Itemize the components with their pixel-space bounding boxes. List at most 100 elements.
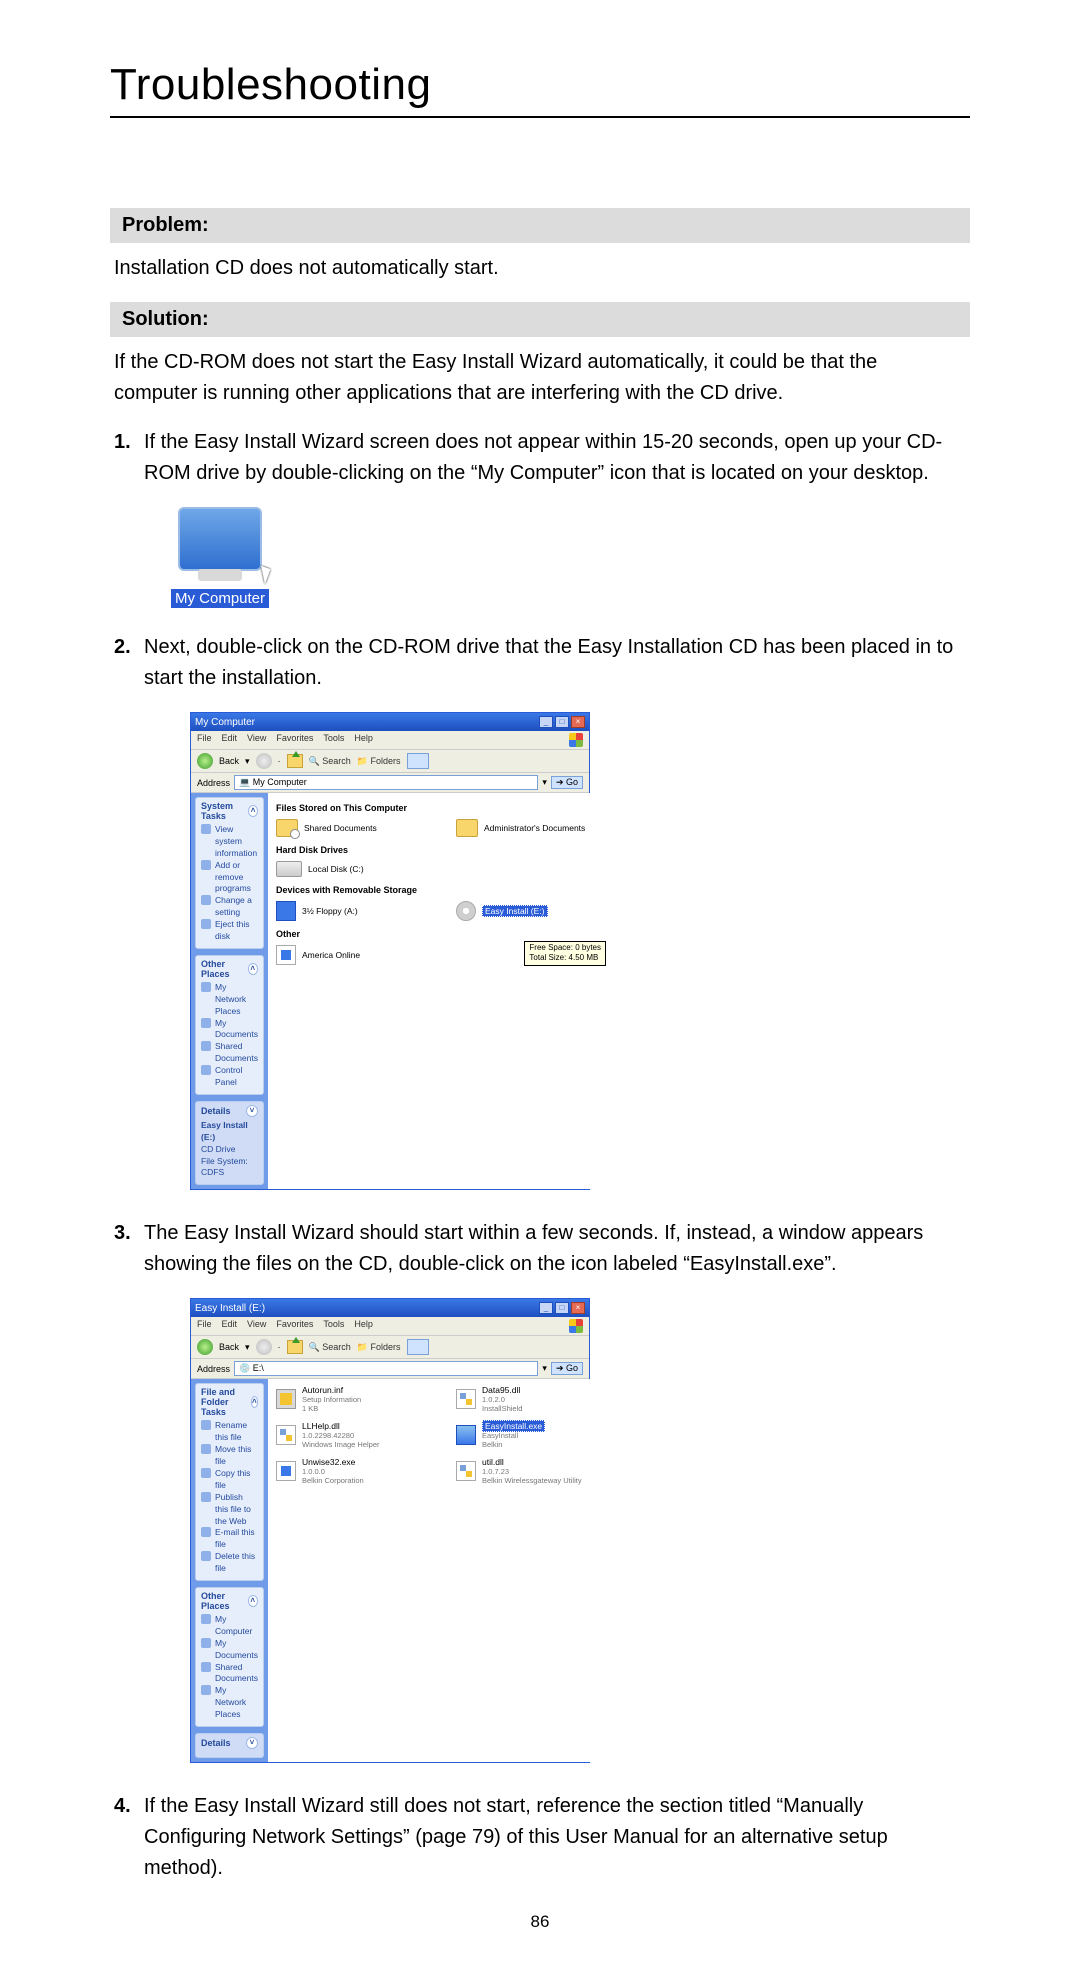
search-button[interactable]: 🔍 Search	[309, 756, 351, 767]
folder-item[interactable]: Administrator's Documents	[456, 819, 606, 837]
folders-button[interactable]: 📁 Folders	[357, 756, 401, 767]
file-item-easyinstall[interactable]: EasyInstall.exeEasyInstallBelkin	[456, 1421, 606, 1449]
other-item[interactable]: America Online	[276, 945, 426, 965]
app-icon	[276, 945, 296, 965]
titlebar: Easy Install (E:) _ □ ×	[191, 1299, 589, 1317]
views-button[interactable]	[407, 1339, 429, 1355]
problem-header: Problem:	[110, 208, 970, 243]
file-item[interactable]: Unwise32.exe1.0.0.0Belkin Corporation	[276, 1457, 426, 1485]
minimize-button[interactable]: _	[539, 716, 553, 728]
place-icon	[201, 1685, 211, 1695]
task-icon	[201, 860, 211, 870]
address-field[interactable]: 💻 My Computer	[234, 775, 538, 790]
menu-help[interactable]: Help	[354, 1319, 373, 1333]
address-bar: Address 💿 E:\ ▾ ➔ Go	[191, 1359, 589, 1379]
forward-icon[interactable]	[256, 753, 272, 769]
system-tasks-panel: System Tasks˄ View system information Ad…	[195, 797, 264, 949]
task-item[interactable]: E-mail this file	[201, 1527, 258, 1551]
views-button[interactable]	[407, 753, 429, 769]
drive-icon	[276, 861, 302, 877]
place-item[interactable]: My Computer	[201, 1614, 258, 1638]
place-icon	[201, 1662, 211, 1672]
menu-view[interactable]: View	[247, 733, 266, 747]
step-4-number: 4.	[114, 1791, 144, 1822]
folders-button[interactable]: 📁 Folders	[357, 1342, 401, 1353]
dll-icon	[456, 1389, 476, 1409]
address-field[interactable]: 💿 E:\	[234, 1361, 538, 1376]
task-item[interactable]: View system information	[201, 824, 258, 860]
cd-drive-item[interactable]: Easy Install (E:)	[456, 901, 606, 921]
back-icon[interactable]	[197, 753, 213, 769]
place-item[interactable]: My Documents	[201, 1018, 258, 1042]
toolbar: Back ▾ · 🔍 Search 📁 Folders	[191, 750, 589, 773]
menu-file[interactable]: File	[197, 1319, 212, 1333]
group-label: Devices with Removable Storage	[276, 885, 606, 895]
step-4: 4. If the Easy Install Wizard still does…	[114, 1791, 966, 1884]
file-item[interactable]: util.dll1.0.7.23Belkin Wirelessgateway U…	[456, 1457, 606, 1485]
chevron-up-icon[interactable]: ˄	[248, 1595, 258, 1607]
menu-favorites[interactable]: Favorites	[276, 733, 313, 747]
page-number: 86	[110, 1912, 970, 1932]
folder-item[interactable]: Shared Documents	[276, 819, 426, 837]
floppy-item[interactable]: 3½ Floppy (A:)	[276, 901, 426, 921]
place-item[interactable]: Shared Documents	[201, 1662, 258, 1686]
go-button[interactable]: ➔ Go	[551, 1362, 583, 1375]
task-item[interactable]: Copy this file	[201, 1468, 258, 1492]
chevron-down-icon[interactable]: ˅	[246, 1737, 258, 1749]
menu-tools[interactable]: Tools	[323, 733, 344, 747]
file-item[interactable]: Data95.dll1.0.2.0InstallShield	[456, 1385, 606, 1413]
menu-view[interactable]: View	[247, 1319, 266, 1333]
back-label[interactable]: Back	[219, 1342, 239, 1352]
place-item[interactable]: My Network Places	[201, 1685, 258, 1721]
task-icon	[201, 1551, 211, 1561]
menu-favorites[interactable]: Favorites	[276, 1319, 313, 1333]
step-3-text: The Easy Install Wizard should start wit…	[144, 1218, 966, 1280]
monitor-icon	[178, 507, 262, 571]
close-button[interactable]: ×	[571, 1302, 585, 1314]
menu-edit[interactable]: Edit	[222, 1319, 238, 1333]
maximize-button[interactable]: □	[555, 716, 569, 728]
step-2-number: 2.	[114, 632, 144, 663]
file-item[interactable]: Autorun.infSetup Information1 KB	[276, 1385, 426, 1413]
up-icon[interactable]	[287, 754, 303, 768]
details-item: CD Drive	[201, 1144, 258, 1156]
back-label[interactable]: Back	[219, 756, 239, 766]
task-item[interactable]: Eject this disk	[201, 919, 258, 943]
minimize-button[interactable]: _	[539, 1302, 553, 1314]
maximize-button[interactable]: □	[555, 1302, 569, 1314]
task-item[interactable]: Move this file	[201, 1444, 258, 1468]
back-icon[interactable]	[197, 1339, 213, 1355]
up-icon[interactable]	[287, 1340, 303, 1354]
other-places-panel: Other Places˄ My Network Places My Docum…	[195, 955, 264, 1095]
details-item: File System: CDFS	[201, 1156, 258, 1180]
menu-tools[interactable]: Tools	[323, 1319, 344, 1333]
forward-icon[interactable]	[256, 1339, 272, 1355]
menu-file[interactable]: File	[197, 733, 212, 747]
task-icon	[201, 1527, 211, 1537]
task-item[interactable]: Add or remove programs	[201, 860, 258, 896]
menu-help[interactable]: Help	[354, 733, 373, 747]
go-button[interactable]: ➔ Go	[551, 776, 583, 789]
task-item[interactable]: Change a setting	[201, 895, 258, 919]
file-item[interactable]: LLHelp.dll1.0.2298.42280Windows Image He…	[276, 1421, 426, 1449]
search-button[interactable]: 🔍 Search	[309, 1342, 351, 1353]
task-item[interactable]: Rename this file	[201, 1420, 258, 1444]
place-icon	[201, 1614, 211, 1624]
place-item[interactable]: Shared Documents	[201, 1041, 258, 1065]
close-button[interactable]: ×	[571, 716, 585, 728]
details-panel: Details˅ Easy Install (E:) CD Drive File…	[195, 1101, 264, 1185]
menu-edit[interactable]: Edit	[222, 733, 238, 747]
place-item[interactable]: My Documents	[201, 1638, 258, 1662]
task-item[interactable]: Publish this file to the Web	[201, 1492, 258, 1528]
chevron-down-icon[interactable]: ˅	[246, 1105, 258, 1117]
drive-item[interactable]: Local Disk (C:)	[276, 861, 426, 877]
windows-logo-icon	[569, 1319, 583, 1333]
task-icon	[201, 1444, 211, 1454]
chevron-up-icon[interactable]: ˄	[248, 963, 258, 975]
chevron-up-icon[interactable]: ˄	[248, 805, 258, 817]
place-item[interactable]: My Network Places	[201, 982, 258, 1018]
place-item[interactable]: Control Panel	[201, 1065, 258, 1089]
cursor-icon	[256, 566, 271, 584]
task-item[interactable]: Delete this file	[201, 1551, 258, 1575]
chevron-up-icon[interactable]: ˄	[251, 1396, 258, 1408]
